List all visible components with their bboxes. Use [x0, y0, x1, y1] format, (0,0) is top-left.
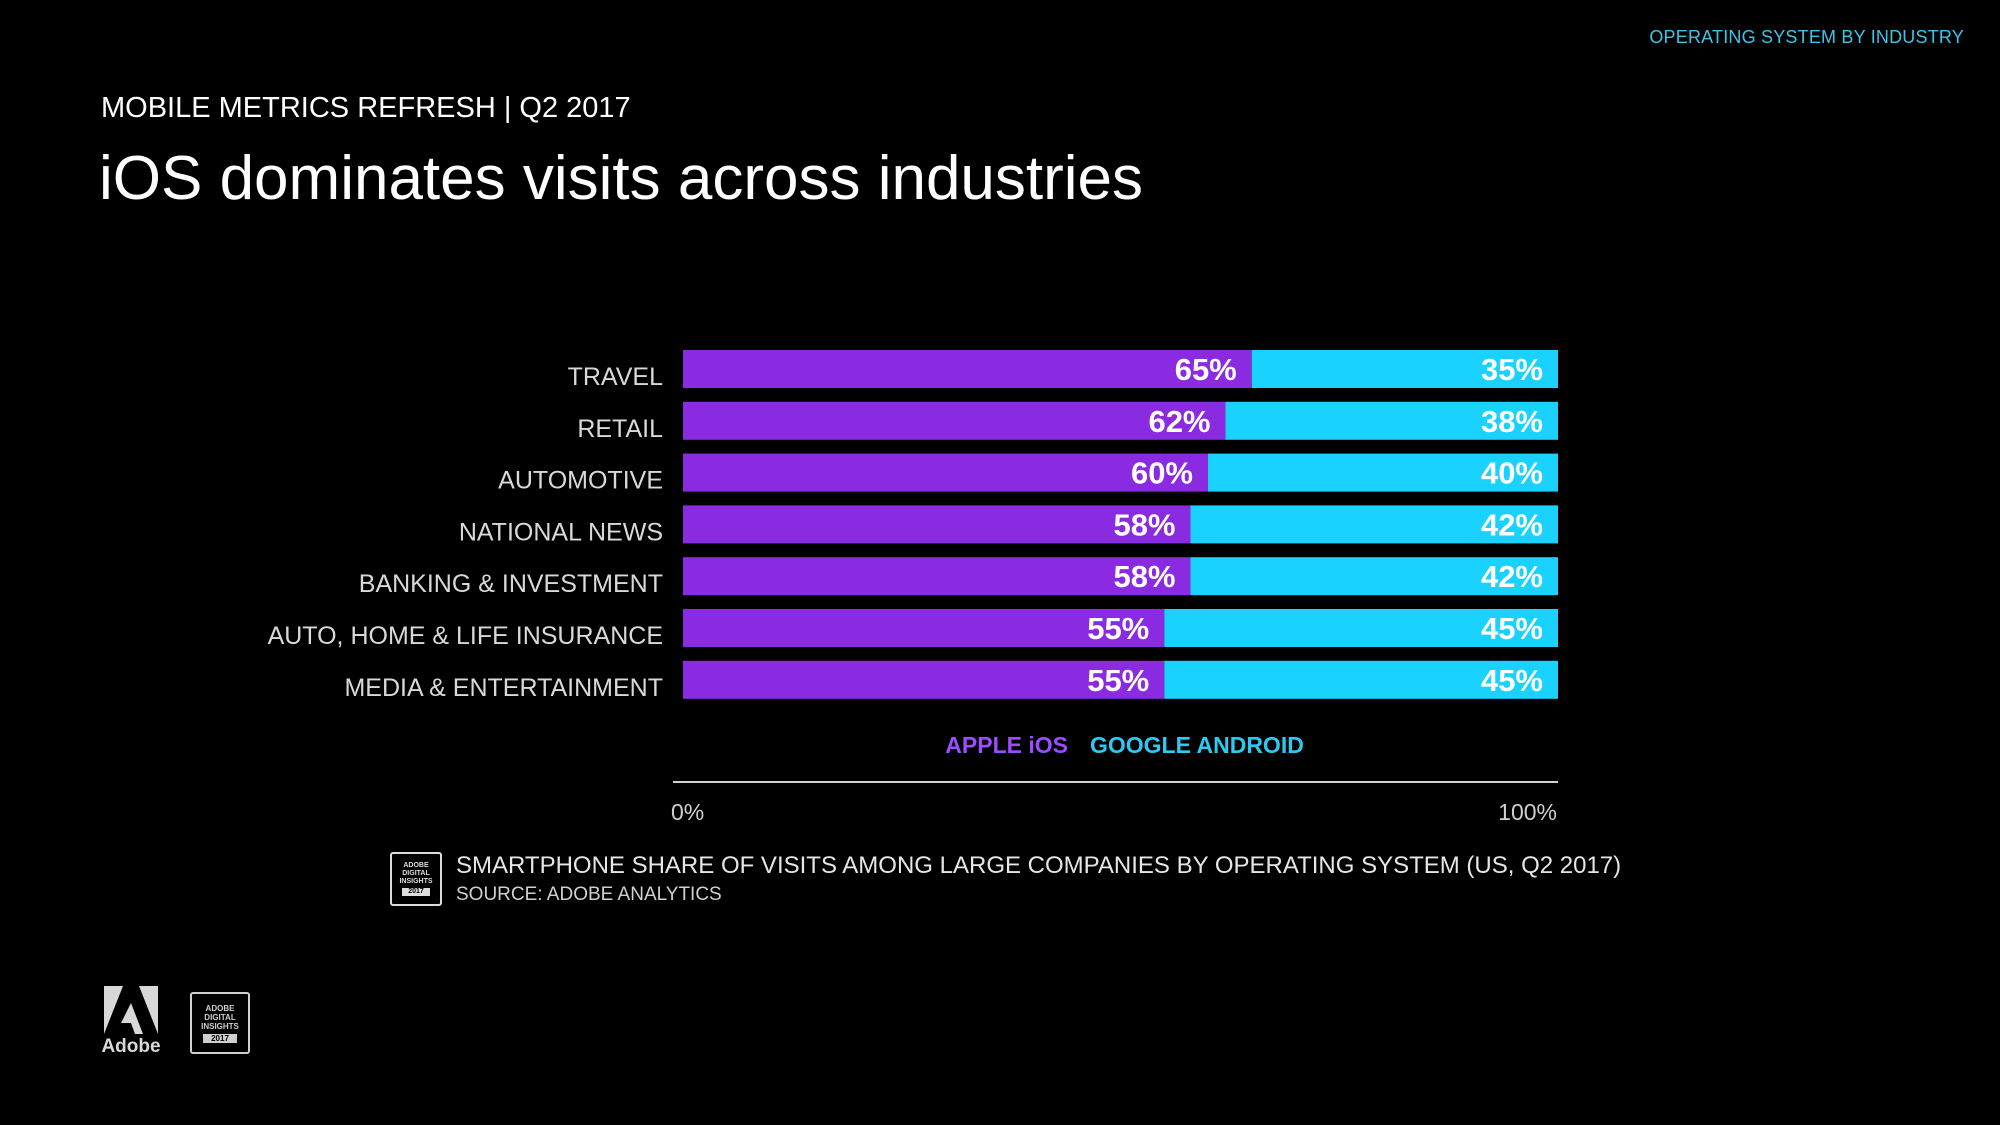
bars-group: TRAVEL 65% 35% RETAIL 62% 38% AUTOMOTIVE 60% 40%…: [268, 350, 1558, 702]
value-label-ios: 55%: [1087, 663, 1149, 698]
value-label-android: 35%: [1481, 352, 1543, 387]
bar-segment-android: [1251, 350, 1558, 388]
bar-segment-ios: [683, 401, 1226, 440]
bar-segment-ios: [683, 557, 1191, 596]
footer-badge-line-2: DIGITAL: [204, 1012, 236, 1022]
bar-segment-ios: [683, 453, 1208, 492]
slide-title: iOS dominates visits across industries: [99, 144, 1144, 213]
footer-badge-line-3: INSIGHTS: [201, 1021, 239, 1031]
bar-segment-android: [1208, 453, 1558, 492]
stacked-bar-chart: TRAVEL 65% 35% RETAIL 62% 38% AUTOMOTIVE 60% 40%…: [268, 350, 1558, 825]
badge-line-3: INSIGHTS: [399, 878, 433, 885]
badge-year: 2017: [402, 888, 430, 896]
adobe-a-icon: [104, 986, 158, 1034]
bar-segment-android: [1164, 660, 1558, 699]
bar-segment-ios: [683, 350, 1252, 388]
caption-source: SOURCE: ADOBE ANALYTICS: [456, 884, 722, 905]
x-axis-ticks: 0% 100%: [671, 799, 1557, 825]
x-tick-label: 0%: [671, 799, 704, 825]
legend-android: GOOGLE ANDROID: [1090, 732, 1304, 758]
insights-badge-icon: ADOBE DIGITAL INSIGHTS 2017: [390, 852, 442, 906]
adobe-logo: Adobe: [101, 986, 161, 1058]
value-label-ios: 58%: [1113, 559, 1175, 594]
bar-segment-android: [1225, 401, 1558, 440]
bar-segment-android: [1164, 609, 1558, 647]
value-label-android: 45%: [1481, 611, 1543, 646]
value-label-ios: 58%: [1113, 507, 1175, 542]
deck-subtitle: MOBILE METRICS REFRESH | Q2 2017: [101, 92, 631, 124]
bar-segment-android: [1190, 557, 1558, 596]
value-label-android: 38%: [1481, 404, 1543, 439]
bar-segment-ios: [683, 660, 1165, 699]
adobe-wordmark: Adobe: [101, 1036, 161, 1057]
caption-description: SMARTPHONE SHARE OF VISITS AMONG LARGE C…: [456, 852, 1622, 879]
footer-badge-line-1: ADOBE: [205, 1003, 235, 1013]
value-label-ios: 65%: [1175, 352, 1237, 387]
category-label: RETAIL: [577, 415, 663, 443]
footer-badge-year: 2017: [203, 1033, 237, 1043]
value-label-ios: 60%: [1131, 456, 1193, 491]
value-label-android: 40%: [1481, 456, 1543, 491]
chart-legend: APPLE iOS GOOGLE ANDROID: [945, 732, 1304, 758]
category-label: BANKING & INVESTMENT: [359, 570, 663, 598]
section-tag: OPERATING SYSTEM BY INDUSTRY: [1649, 27, 1964, 47]
bar-segment-ios: [683, 505, 1191, 544]
chart-caption: ADOBE DIGITAL INSIGHTS 2017 SMARTPHONE S…: [390, 852, 1621, 906]
category-label: AUTO, HOME & LIFE INSURANCE: [268, 622, 663, 650]
category-label: NATIONAL NEWS: [459, 518, 663, 546]
x-tick-label: 100%: [1498, 799, 1557, 825]
badge-line-1: ADOBE: [403, 862, 429, 869]
value-label-android: 42%: [1481, 507, 1543, 542]
value-label-ios: 62%: [1148, 404, 1210, 439]
category-label: TRAVEL: [568, 363, 663, 391]
value-label-android: 45%: [1481, 663, 1543, 698]
bar-segment-android: [1190, 505, 1558, 544]
footer-insights-badge-icon: ADOBE DIGITAL INSIGHTS 2017: [190, 992, 250, 1054]
value-label-ios: 55%: [1087, 611, 1149, 646]
category-label: MEDIA & ENTERTAINMENT: [344, 674, 663, 702]
legend-ios: APPLE iOS: [945, 732, 1068, 758]
badge-line-2: DIGITAL: [402, 870, 430, 877]
category-label: AUTOMOTIVE: [498, 467, 663, 495]
bar-segment-ios: [683, 609, 1165, 647]
value-label-android: 42%: [1481, 559, 1543, 594]
